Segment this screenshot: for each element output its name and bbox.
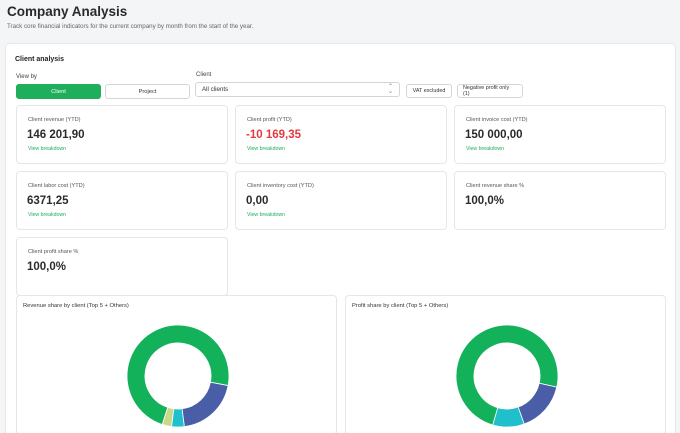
donut-slice-0[interactable] [455,324,559,426]
kpi-label: Client revenue share % [466,183,525,189]
kpi-value: 100,0% [27,261,67,273]
kpi-card-client-labor-cost: Client labor cost (YTD) 6371,25 View bre… [16,171,228,230]
vat-excluded-chip[interactable]: VAT excluded [406,84,452,98]
kpi-card-client-revenue-share: Client revenue share % 100,0% [454,171,666,230]
kpi-value: 150 000,00 [465,129,523,141]
kpi-label: Client profit share % [28,249,79,255]
client-select-label: Client [196,72,212,78]
kpi-card-client-revenue: Client revenue (YTD) 146 201,90 View bre… [16,105,228,164]
donut-slice-2[interactable] [517,382,558,425]
donut-slice-3[interactable] [181,381,229,428]
kpi-label: Client invoice cost (YTD) [466,117,528,123]
page-title: Company Analysis [7,4,128,19]
view-by-label: View by [16,74,37,80]
client-select-value: All clients [202,86,229,93]
kpi-label: Client revenue (YTD) [28,117,81,123]
kpi-value: 6371,25 [27,195,69,207]
client-analysis-panel: Client analysis View by Client Project C… [5,43,676,433]
view-breakdown-link[interactable]: View breakdown [28,146,66,152]
kpi-card-client-inventory-cost: Client inventory cost (YTD) 0,00 View br… [235,171,447,230]
kpi-card-client-profit: Client profit (YTD) -10 169,35 View brea… [235,105,447,164]
view-breakdown-link[interactable]: View breakdown [247,146,285,152]
view-breakdown-link[interactable]: View breakdown [28,212,66,218]
revenue-share-donut-chart [126,324,230,428]
chart-title: Profit share by client (Top 5 + Others) [352,303,449,309]
view-by-project-button[interactable]: Project [105,84,190,99]
view-by-client-button[interactable]: Client [16,84,101,99]
view-breakdown-link[interactable]: View breakdown [466,146,504,152]
view-breakdown-link[interactable]: View breakdown [247,212,285,218]
kpi-label: Client profit (YTD) [247,117,292,123]
page-subtitle: Track core financial indicators for the … [7,23,254,30]
kpi-card-client-invoice-cost: Client invoice cost (YTD) 150 000,00 Vie… [454,105,666,164]
kpi-value: -10 169,35 [246,129,301,141]
revenue-share-chart-card: Revenue share by client (Top 5 + Others) [16,295,337,433]
chart-title: Revenue share by client (Top 5 + Others) [23,303,129,309]
negative-profit-chip[interactable]: Negative profit only (1) [457,84,523,98]
donut-slice-0[interactable] [126,324,230,426]
kpi-value: 146 201,90 [27,129,85,141]
kpi-label: Client labor cost (YTD) [28,183,85,189]
client-select[interactable]: All clients ⌃ ⌄ [195,82,400,97]
kpi-label: Client inventory cost (YTD) [247,183,314,189]
profit-share-chart-card: Profit share by client (Top 5 + Others) [345,295,666,433]
chevron-updown-icon: ⌃ ⌄ [387,84,393,95]
panel-title: Client analysis [15,56,65,63]
kpi-value: 0,00 [246,195,269,207]
kpi-card-client-profit-share: Client profit share % 100,0% [16,237,228,296]
profit-share-donut-chart [455,324,559,428]
kpi-value: 100,0% [465,195,505,207]
